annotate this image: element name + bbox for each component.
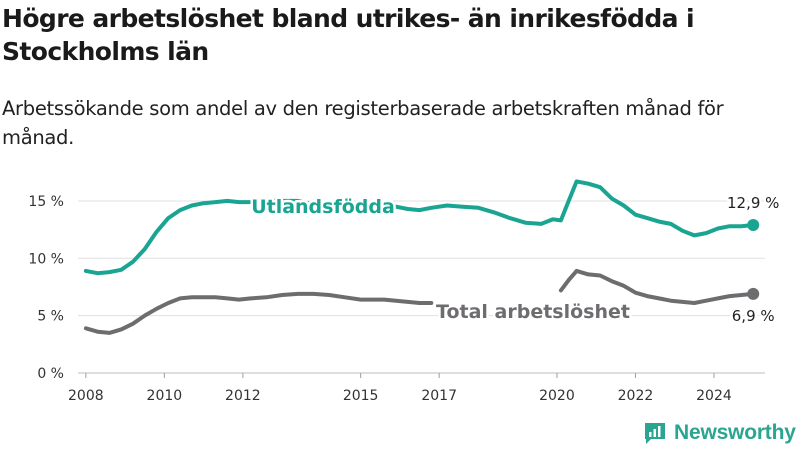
newsworthy-logo-text: Newsworthy (674, 421, 796, 444)
chart-title: Högre arbetslöshet bland utrikes- än inr… (2, 4, 695, 66)
x-tick-label: 2015 (343, 388, 379, 404)
x-tick-label: 2008 (68, 388, 104, 404)
x-tick-label: 2024 (696, 388, 732, 404)
end-value-label-utlandsfodda: 12,9 % (727, 194, 779, 212)
series-line-utlandsfodda (83, 179, 756, 276)
series-line-total (83, 291, 434, 335)
x-tick-label: 2010 (147, 388, 183, 404)
x-tick-label: 2012 (225, 388, 261, 404)
x-tick-label: 2022 (618, 388, 654, 404)
end-value-label-total: 6,9 % (732, 307, 775, 325)
series-label-utlandsfodda: Utlandsfödda (251, 196, 395, 218)
chart-subtitle: Arbetssökande som andel av den registerb… (2, 97, 724, 149)
x-tick-label: 2017 (421, 388, 457, 404)
series-label-total: Total arbetslöshet (436, 301, 630, 323)
series-end-marker-utlandsfodda (747, 219, 760, 232)
newsworthy-logo: Newsworthy (642, 419, 796, 447)
series-line-total (558, 268, 756, 305)
series-end-marker-total (747, 287, 760, 300)
x-tick-label: 2020 (539, 388, 575, 404)
y-tick-label: 0 % (37, 366, 64, 382)
newsworthy-logo-icon (645, 423, 665, 444)
y-tick-label: 5 % (37, 309, 64, 325)
y-tick-label: 10 % (28, 251, 64, 267)
y-tick-label: 15 % (28, 194, 64, 210)
